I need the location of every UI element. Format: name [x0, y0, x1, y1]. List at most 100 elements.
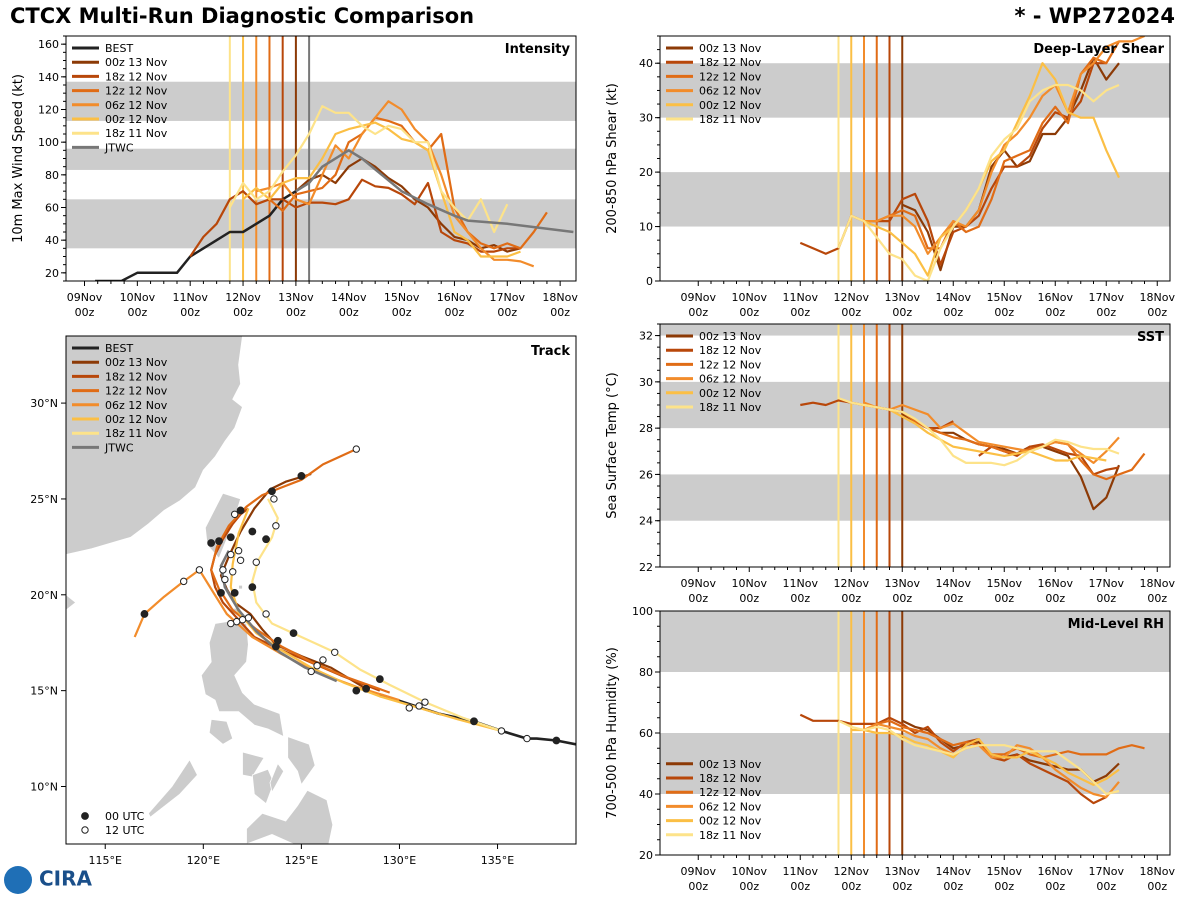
panel-title: SST	[1137, 330, 1164, 345]
series-group	[800, 397, 1146, 511]
x-tick-label: 18Nov	[542, 291, 578, 304]
x-tick-label: 00z	[841, 306, 861, 319]
x-tick-label: 00z	[233, 306, 253, 319]
track-marker-12utc	[352, 445, 361, 453]
track-marker-00utc	[140, 610, 149, 618]
track-marker-12utc	[229, 568, 237, 576]
legend-label: 12z 12 Nov	[105, 85, 168, 98]
noaa-logo-icon	[4, 866, 32, 894]
series-line-jtwc	[295, 149, 574, 234]
x-tick-label: 00z	[1045, 880, 1065, 893]
track-marker-12utc	[179, 577, 188, 586]
marker-legend-open	[81, 826, 89, 834]
x-tick-label: 00z	[550, 306, 570, 319]
legend-label: 06z 12 Nov	[699, 85, 762, 98]
land-mass	[66, 594, 77, 611]
x-tick-label: 00z	[688, 880, 708, 893]
x-tick-label: 18Nov	[1140, 291, 1176, 304]
legend-label: 06z 12 Nov	[699, 800, 762, 813]
track-marker-12utc	[319, 656, 327, 664]
track-marker-12utc	[234, 547, 243, 555]
x-tick-label: 10Nov	[732, 577, 768, 590]
x-tick-label: 00z	[1096, 880, 1116, 893]
track-marker-12utc	[313, 662, 321, 670]
y-tick-label: 26	[639, 468, 653, 481]
series-line-18z-12-nov	[189, 178, 521, 258]
x-tick-label: 15Nov	[384, 291, 420, 304]
y-tick-label: 40	[639, 788, 653, 801]
track-marker-00utc	[552, 736, 561, 745]
x-tick-label: 00z	[994, 592, 1014, 605]
x-tick-label: 115°E	[89, 854, 122, 867]
legend-label: 00z 12 Nov	[699, 815, 762, 828]
y-tick-label: 60	[45, 202, 59, 215]
marker-legend-label: 12 UTC	[105, 824, 145, 837]
x-tick-label: 16Nov	[1038, 865, 1074, 878]
land-mass	[269, 762, 285, 794]
series-line-18z-11-nov	[228, 105, 509, 234]
legend-label: 00z 13 Nov	[699, 42, 762, 55]
panel-title: Intensity	[505, 42, 571, 57]
legend-label: 00z 12 Nov	[699, 387, 762, 400]
x-tick-label: 120°E	[187, 854, 220, 867]
y-tick-label: 10°N	[30, 780, 58, 793]
y-tick-label: 100	[38, 136, 59, 149]
track-marker-12utc	[230, 510, 239, 518]
series-line-18z-11-nov	[838, 719, 1120, 796]
x-tick-label: 00z	[994, 880, 1014, 893]
x-tick-label: 00z	[1147, 592, 1167, 605]
y-tick-label: 80	[45, 169, 59, 182]
x-tick-label: 15Nov	[987, 291, 1023, 304]
y-tick-label: 20	[639, 166, 653, 179]
x-tick-label: 18Nov	[1140, 865, 1176, 878]
track-marker-12utc	[405, 704, 413, 712]
series-line-00z-13-nov	[295, 157, 521, 253]
land-mass	[66, 336, 243, 555]
sst-panel: 22 24 26 28 30 32 09Nov 00z 10Nov 00z 11Nov 00z 12No…	[605, 323, 1175, 605]
x-tick-label: 00z	[1045, 592, 1065, 605]
track-marker-00utc	[297, 472, 306, 480]
cira-logo-text: CIRA	[38, 866, 92, 891]
shaded-band	[660, 474, 1170, 521]
track-marker-00utc	[248, 527, 257, 536]
y-tick-label: 100	[632, 605, 653, 618]
panel-title: Track	[531, 344, 570, 359]
intensity-panel: 20 40 60 80 100 120 140 160 09Nov 00z 10Nov 00z 11No…	[11, 35, 578, 319]
x-tick-label: 00z	[1147, 306, 1167, 319]
track-marker-00utc	[362, 684, 371, 693]
track-marker-00utc	[217, 588, 225, 597]
track-marker-12utc	[219, 566, 227, 574]
track-marker-00utc	[215, 537, 223, 546]
x-tick-label: 12Nov	[834, 577, 870, 590]
x-tick-label: 14Nov	[936, 291, 972, 304]
x-tick-label: 10Nov	[732, 291, 768, 304]
x-tick-label: 00z	[739, 880, 759, 893]
track-line-best	[379, 693, 576, 746]
y-tick-label: 20°N	[30, 589, 58, 602]
land-mass	[251, 768, 275, 805]
track-marker-12utc	[227, 619, 235, 628]
marker-legend-label: 00 UTC	[105, 810, 145, 823]
x-tick-label: 13Nov	[885, 865, 921, 878]
x-tick-label: 11Nov	[783, 291, 819, 304]
y-tick-label: 24	[639, 515, 653, 528]
x-tick-label: 17Nov	[490, 291, 526, 304]
x-tick-label: 00z	[688, 592, 708, 605]
series-line-06z-12-nov	[256, 100, 535, 268]
series-line-00z-12-nov	[242, 121, 521, 258]
track-marker-12utc	[415, 702, 423, 710]
track-marker-12utc	[497, 727, 506, 735]
land-mass	[287, 736, 316, 786]
x-tick-label: 00z	[790, 880, 810, 893]
x-tick-label: 00z	[892, 306, 912, 319]
track-marker-12utc	[236, 556, 245, 564]
storm-id: * - WP272024	[1014, 4, 1175, 28]
y-tick-label: 40	[639, 57, 653, 70]
x-tick-label: 00z	[943, 592, 963, 605]
track-marker-12utc	[523, 734, 531, 743]
track-marker-12utc	[221, 575, 229, 584]
y-tick-label: 120	[38, 104, 59, 117]
x-tick-label: 00z	[339, 306, 359, 319]
land-mass	[238, 584, 243, 590]
x-tick-label: 00z	[841, 592, 861, 605]
